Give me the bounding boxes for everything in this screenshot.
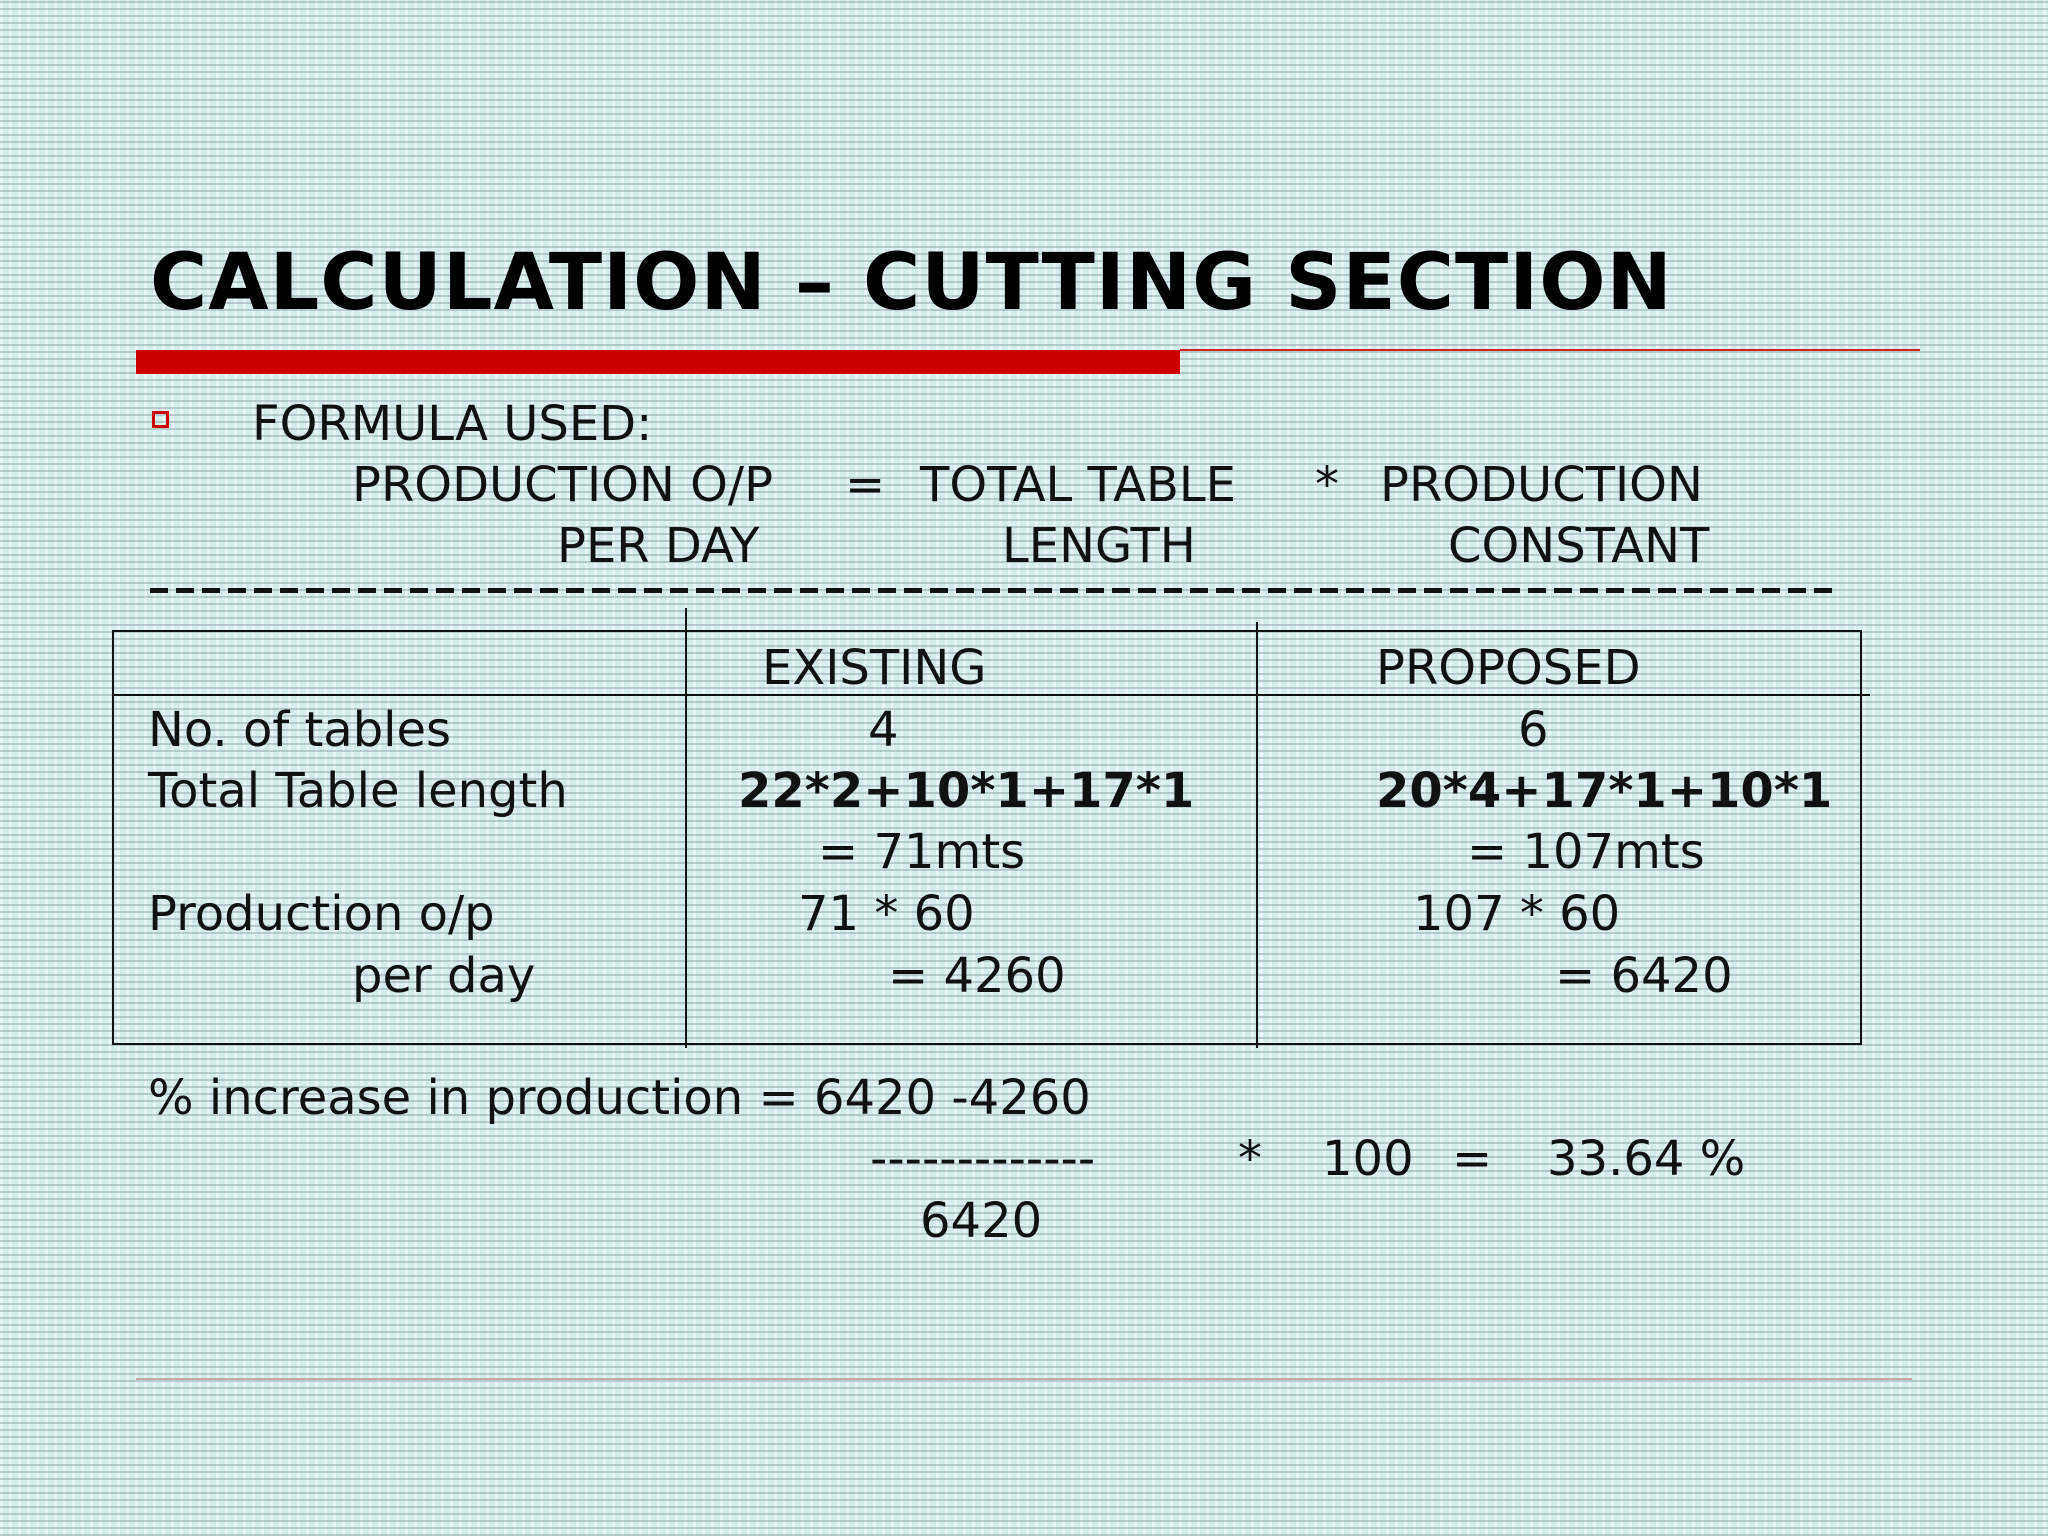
table-column-divider-2	[1256, 622, 1258, 1048]
proposed-production-formula: 107 * 60	[1413, 886, 1621, 942]
row-label-tables: No. of tables	[148, 702, 452, 758]
formula-label: FORMULA USED:	[252, 396, 653, 452]
row-label-length: Total Table length	[148, 763, 568, 819]
row-label-production: Production o/p	[148, 886, 495, 942]
title-underline-bar	[136, 350, 1180, 374]
formula-term-total-table: TOTAL TABLE	[920, 457, 1236, 513]
formula-term-production: PRODUCTION	[1380, 457, 1703, 513]
existing-production-result: = 4260	[888, 948, 1066, 1004]
row-label-per-day: per day	[352, 948, 536, 1004]
proposed-length-result: = 107mts	[1467, 824, 1705, 880]
table-border-bottom	[112, 1043, 1862, 1045]
formula-term-length: LENGTH	[1002, 518, 1196, 574]
increase-hundred: 100	[1322, 1131, 1414, 1187]
dashed-separator	[150, 588, 1840, 593]
increase-times: *	[1238, 1131, 1262, 1187]
table-border-top	[112, 630, 1862, 632]
increase-label: % increase in production = 6420 -4260	[148, 1070, 1091, 1126]
table-border-right	[1860, 630, 1862, 1045]
existing-tables-value: 4	[868, 702, 899, 758]
proposed-tables-value: 6	[1518, 702, 1549, 758]
footer-rule	[136, 1378, 1912, 1380]
proposed-length-formula: 20*4+17*1+10*1	[1376, 763, 1833, 819]
table-border-left	[112, 630, 114, 1045]
square-bullet-icon	[152, 411, 169, 428]
table-header-proposed: PROPOSED	[1376, 640, 1641, 696]
proposed-production-result: = 6420	[1555, 948, 1733, 1004]
increase-equals: =	[1452, 1131, 1493, 1187]
table-header-existing: EXISTING	[762, 640, 987, 696]
formula-term-constant: CONSTANT	[1448, 518, 1710, 574]
existing-production-formula: 71 * 60	[798, 886, 975, 942]
fraction-bar: -------------	[870, 1131, 1096, 1187]
formula-times: *	[1315, 457, 1339, 513]
title-underline-line	[1180, 349, 1920, 351]
existing-length-result: = 71mts	[818, 824, 1026, 880]
existing-length-formula: 22*2+10*1+17*1	[738, 763, 1195, 819]
formula-term-production-op: PRODUCTION O/P	[352, 457, 774, 513]
formula-equals: =	[845, 457, 886, 513]
increase-result: 33.64 %	[1547, 1131, 1746, 1187]
table-column-divider-1	[685, 608, 687, 1048]
table-header-divider	[112, 694, 1870, 696]
fraction-denominator: 6420	[920, 1193, 1043, 1249]
page-title: CALCULATION – CUTTING SECTION	[150, 238, 1673, 328]
formula-term-per-day: PER DAY	[557, 518, 760, 574]
